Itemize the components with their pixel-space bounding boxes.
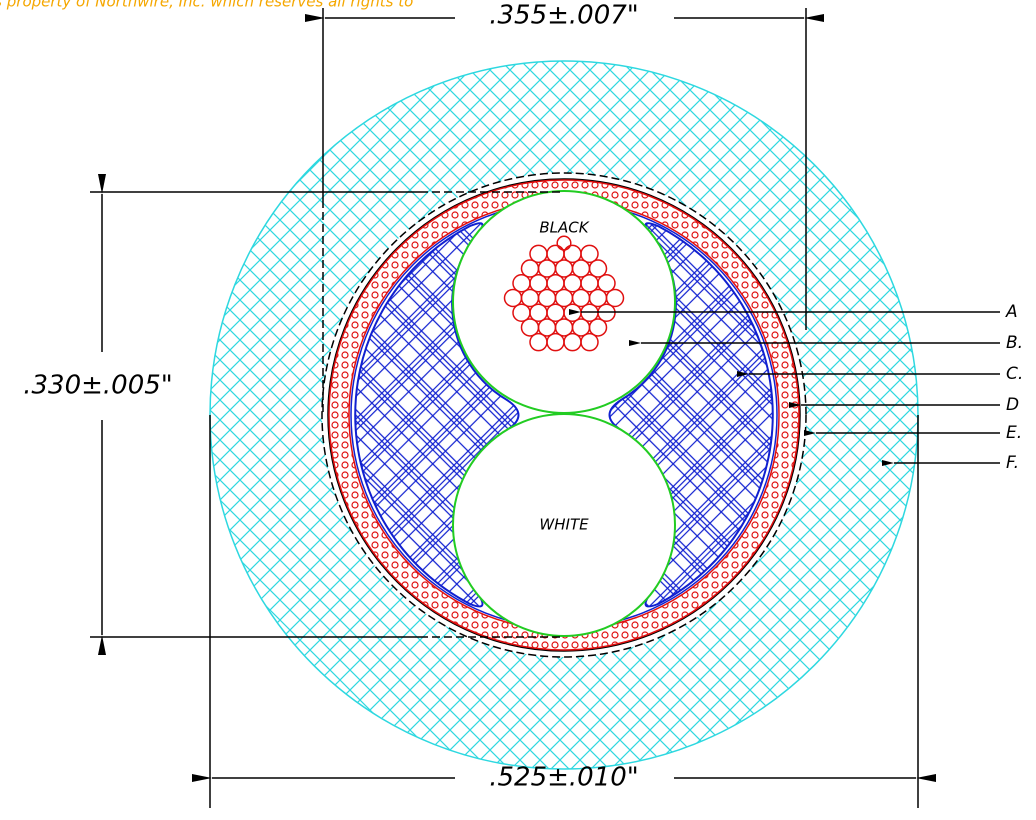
callouts: A B. C. D E. F. — [569, 302, 1023, 473]
callout-label: A — [1005, 302, 1018, 322]
callout-label: B. — [1006, 333, 1023, 353]
copyright-note: is property of Northwire, Inc. which res… — [0, 0, 413, 11]
strand — [588, 318, 608, 337]
strand — [588, 259, 608, 278]
callout-label: C. — [1006, 364, 1023, 384]
strand — [580, 332, 599, 352]
dimension-bottom — [192, 415, 936, 808]
strand — [605, 288, 625, 308]
dimension-label: .330±.005" — [23, 371, 173, 401]
strand — [580, 244, 599, 264]
conductor-label: WHITE — [539, 516, 589, 534]
callout-label: D — [1006, 395, 1019, 415]
conductor-label: BLACK — [539, 219, 589, 237]
braid-outer — [328, 179, 800, 651]
callout-label: F. — [1006, 453, 1019, 473]
dimension-top — [305, 8, 824, 415]
strand — [597, 274, 616, 293]
dimension-left — [90, 174, 564, 655]
dimension-label: .355±.007" — [489, 1, 639, 31]
insulation-white — [452, 413, 676, 637]
strand — [556, 235, 572, 251]
dimension-label: .525±.010" — [489, 763, 639, 793]
callout-label: E. — [1006, 423, 1022, 443]
